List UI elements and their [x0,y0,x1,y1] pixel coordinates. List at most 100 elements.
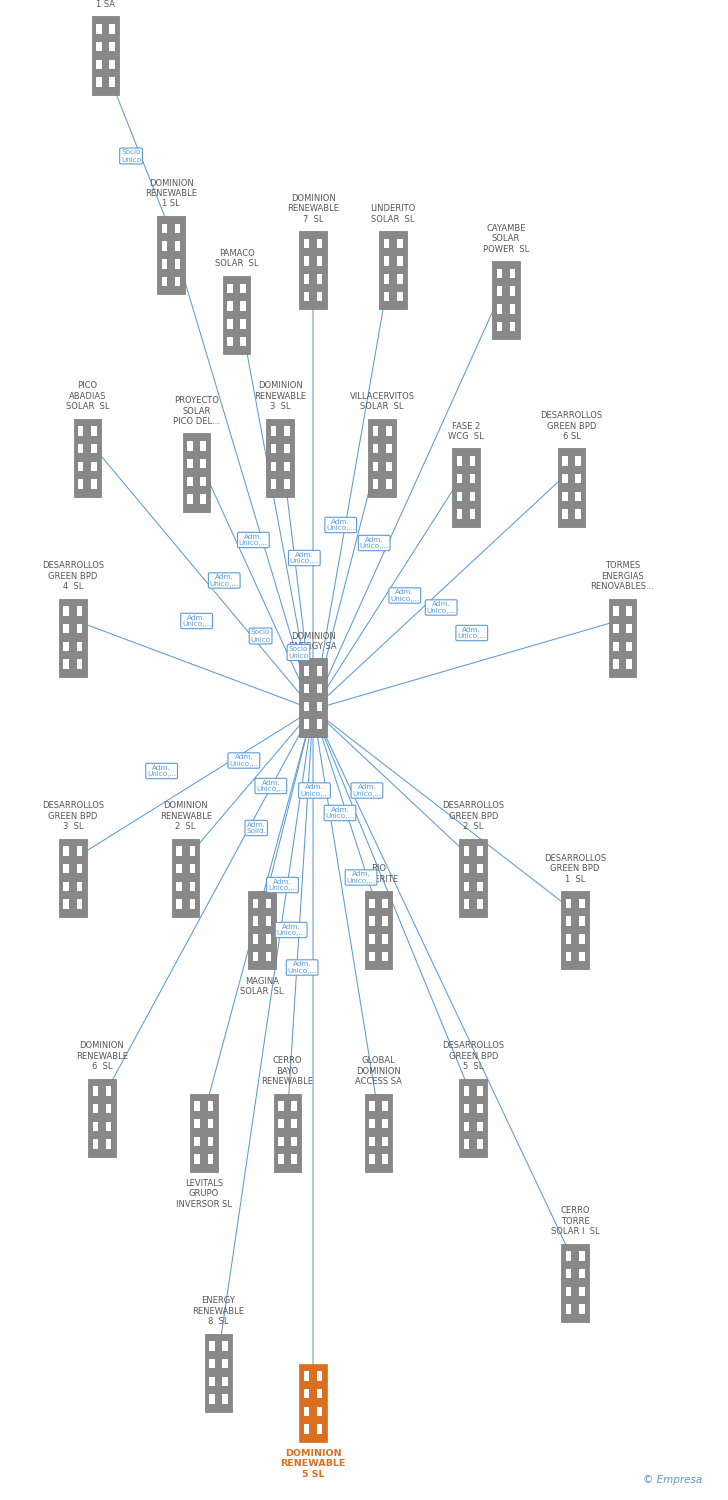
Bar [299,658,327,736]
Bar [386,444,392,453]
Text: DESARROLLOS
GREEN BPD
1  SL: DESARROLLOS GREEN BPD 1 SL [544,853,606,883]
Text: Adm.
Unico,...: Adm. Unico,... [427,602,456,613]
Bar [78,444,84,453]
Bar [609,598,636,676]
Bar [207,1119,213,1128]
Bar [278,1155,284,1164]
Bar [561,1244,589,1322]
Text: CERRO
BAYO
RENEWABLE: CERRO BAYO RENEWABLE [261,1056,314,1086]
Bar [496,322,502,332]
Text: LINDERITO
SOLAR  SL: LINDERITO SOLAR SL [371,204,416,224]
Bar [304,684,309,693]
Text: DESARROLLOS
GREEN BPD
5  SL: DESARROLLOS GREEN BPD 5 SL [442,1041,505,1071]
Bar [271,426,277,435]
Bar [304,274,309,284]
Text: Adm.
Unico,...: Adm. Unico,... [268,879,297,891]
Text: Adm.
Unico,...: Adm. Unico,... [290,552,319,564]
Text: ENERGY
RENEWABLE
8  SL: ENERGY RENEWABLE 8 SL [192,1296,245,1326]
Bar [63,642,69,651]
Bar [266,898,272,908]
Bar [304,256,309,265]
Bar [317,238,323,248]
Bar [91,426,97,435]
Bar [63,900,69,909]
Text: FASE 2
WCG  SL: FASE 2 WCG SL [448,422,484,441]
Bar [579,898,585,908]
Bar [566,934,571,944]
Bar [189,882,195,891]
Bar [76,624,82,633]
Bar [240,302,246,310]
Bar [162,242,167,250]
Bar [304,1425,309,1434]
Bar [96,78,102,87]
Text: Adm.
Unico,...: Adm. Unico,... [300,784,329,796]
Bar [92,16,119,94]
Text: VILLACERVITOS
SOLAR  SL: VILLACERVITOS SOLAR SL [349,392,415,411]
Text: Adm.
Unico,...: Adm. Unico,... [147,765,176,777]
Text: MAGINA
SOLAR  SL: MAGINA SOLAR SL [240,976,284,996]
Text: Adm.
Unico,...: Adm. Unico,... [288,962,317,974]
Bar [365,891,392,969]
Text: RIO
ALBERITE: RIO ALBERITE [358,864,399,883]
Bar [227,284,233,292]
Bar [373,444,379,453]
Bar [271,480,277,489]
Bar [240,284,246,292]
Bar [278,1119,284,1128]
Bar [477,1122,483,1131]
Bar [194,1137,200,1146]
Bar [626,624,632,633]
Text: DESARROLLOS
GREEN BPD
3  SL: DESARROLLOS GREEN BPD 3 SL [41,801,104,831]
Bar [496,268,502,278]
Text: Adm.
Unico,...: Adm. Unico,... [352,784,381,796]
Bar [162,260,167,268]
Text: CERRO
TORRE
SOLAR I  SL: CERRO TORRE SOLAR I SL [551,1206,599,1236]
Bar [510,268,515,278]
Bar [304,720,309,729]
Text: CAYAMBE
SOLAR
POWER  SL: CAYAMBE SOLAR POWER SL [483,224,529,254]
Bar [63,882,69,891]
Bar [317,256,323,265]
Bar [579,916,585,926]
Bar [317,720,323,729]
Bar [470,492,475,501]
Text: Adm.
Unico,...: Adm. Unico,... [239,534,268,546]
Bar [492,261,520,339]
Bar [369,898,375,908]
Bar [227,320,233,328]
Bar [78,426,84,435]
Bar [266,419,294,497]
Bar [194,1101,200,1110]
Bar [562,510,568,519]
Bar [227,302,233,310]
Bar [510,304,515,313]
Text: © Empresa: © Empresa [644,1474,703,1485]
Bar [317,274,323,284]
Bar [566,1287,571,1296]
Bar [382,934,388,944]
Bar [271,462,277,471]
Text: Adm.
Solid.: Adm. Solid. [246,822,266,834]
Bar [566,916,571,926]
Bar [162,224,167,232]
Bar [253,916,258,926]
Bar [109,60,115,69]
Bar [464,1104,470,1113]
Bar [613,660,619,669]
Bar [96,60,102,69]
Bar [266,916,272,926]
Bar [91,462,97,471]
Text: DOMINION
RENEWABLE
6  SL: DOMINION RENEWABLE 6 SL [76,1041,128,1071]
Bar [369,1155,375,1164]
Bar [566,1269,571,1278]
Bar [317,702,323,711]
Bar [222,1359,228,1368]
Bar [291,1155,297,1164]
Bar [365,1094,392,1172]
Bar [459,1078,487,1156]
Bar [278,1137,284,1146]
Bar [456,456,462,465]
Bar [299,231,327,309]
Bar [566,1305,571,1314]
